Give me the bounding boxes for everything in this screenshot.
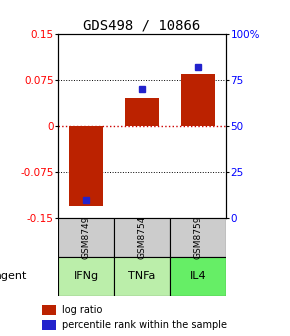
Bar xyxy=(69,126,103,206)
Bar xyxy=(58,218,114,257)
Bar xyxy=(42,304,56,315)
Bar xyxy=(58,257,114,296)
Bar xyxy=(170,218,226,257)
Text: IFNg: IFNg xyxy=(73,271,99,281)
Bar xyxy=(170,257,226,296)
Bar xyxy=(181,74,215,126)
Bar xyxy=(114,257,170,296)
Bar xyxy=(114,218,170,257)
Text: GSM8754: GSM8754 xyxy=(137,216,147,259)
Bar xyxy=(42,320,56,331)
Text: GSM8759: GSM8759 xyxy=(194,216,203,259)
Text: log ratio: log ratio xyxy=(62,305,103,315)
Text: agent: agent xyxy=(0,271,27,281)
Text: IL4: IL4 xyxy=(190,271,206,281)
Text: GSM8749: GSM8749 xyxy=(81,216,90,259)
Text: percentile rank within the sample: percentile rank within the sample xyxy=(62,320,227,330)
Bar xyxy=(125,98,159,126)
Title: GDS498 / 10866: GDS498 / 10866 xyxy=(84,18,201,33)
Text: TNFa: TNFa xyxy=(128,271,156,281)
